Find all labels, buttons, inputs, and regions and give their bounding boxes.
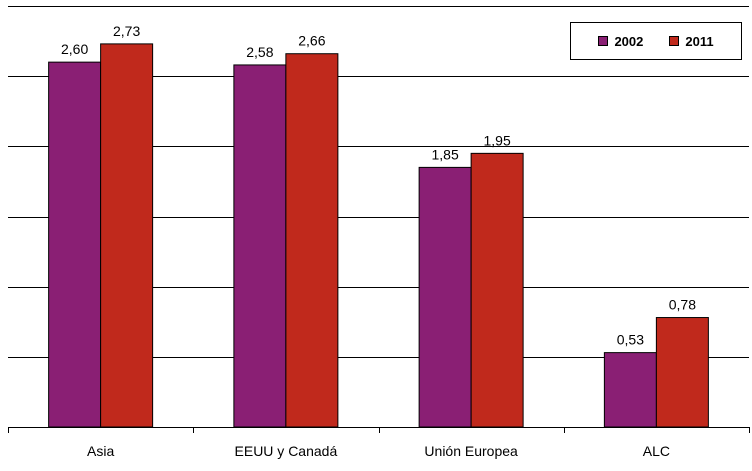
legend-swatch-2002 bbox=[598, 36, 609, 46]
data-label: 1,95 bbox=[484, 132, 511, 148]
data-label: 0,78 bbox=[669, 297, 696, 313]
legend-item-2011: 2011 bbox=[669, 33, 714, 49]
bar-2011-2 bbox=[470, 152, 524, 428]
legend-item-2002: 2002 bbox=[598, 34, 643, 49]
chart-legend: 2002 2011 bbox=[570, 22, 742, 60]
bar-2011-3 bbox=[655, 317, 709, 428]
data-label: 2,60 bbox=[61, 41, 88, 57]
data-label: 2,66 bbox=[298, 33, 325, 49]
bar-2002-2 bbox=[418, 166, 472, 428]
bar-2011-0 bbox=[100, 43, 154, 428]
bar-2002-3 bbox=[603, 352, 657, 428]
legend-label-2011: 2011 bbox=[685, 33, 714, 49]
legend-swatch-2011 bbox=[669, 36, 680, 46]
bar-2011-1 bbox=[285, 53, 339, 428]
x-tick-label: Unión Europea bbox=[424, 443, 518, 459]
data-label: 2,73 bbox=[113, 23, 140, 39]
data-label: 1,85 bbox=[432, 146, 459, 162]
data-label: 0,53 bbox=[617, 332, 644, 348]
data-label: 2,58 bbox=[246, 44, 273, 60]
x-tick-label: EEUU y Canadá bbox=[235, 443, 338, 459]
bar-2002-0 bbox=[48, 61, 102, 428]
bar-2002-1 bbox=[233, 64, 287, 428]
x-tick-label: Asia bbox=[87, 443, 114, 459]
x-tick-label: ALC bbox=[643, 443, 670, 459]
legend-label-2002: 2002 bbox=[614, 33, 644, 49]
